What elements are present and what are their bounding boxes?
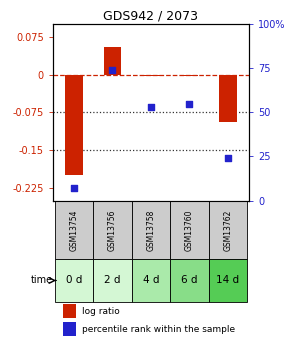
Bar [63, 304, 76, 318]
Bar [132, 200, 170, 259]
Bar [55, 200, 93, 259]
Text: GSM13762: GSM13762 [223, 209, 232, 250]
Bar [170, 259, 209, 302]
Text: GSM13756: GSM13756 [108, 209, 117, 251]
Text: 6 d: 6 d [181, 276, 198, 285]
Text: time: time [31, 276, 53, 285]
Bar [132, 259, 170, 302]
Bar [181, 75, 198, 76]
Bar [55, 259, 93, 302]
Bar [93, 200, 132, 259]
Text: GSM13758: GSM13758 [146, 209, 155, 250]
Bar [209, 200, 247, 259]
Text: 2 d: 2 d [104, 276, 121, 285]
Text: log ratio: log ratio [82, 307, 120, 316]
Text: GSM13754: GSM13754 [69, 209, 79, 251]
Point [226, 156, 230, 161]
Bar [93, 259, 132, 302]
Point [187, 101, 192, 106]
Text: percentile rank within the sample: percentile rank within the sample [82, 325, 235, 334]
Bar [63, 323, 76, 336]
Point [149, 104, 153, 110]
Point [110, 67, 115, 73]
Bar [219, 75, 236, 122]
Bar [142, 75, 160, 76]
Title: GDS942 / 2073: GDS942 / 2073 [103, 10, 198, 23]
Bar [104, 47, 121, 75]
Point [71, 185, 76, 191]
Text: 4 d: 4 d [143, 276, 159, 285]
Text: GSM13760: GSM13760 [185, 209, 194, 251]
Text: 0 d: 0 d [66, 276, 82, 285]
Text: 14 d: 14 d [216, 276, 239, 285]
Bar [209, 259, 247, 302]
Bar [170, 200, 209, 259]
Bar [65, 75, 83, 175]
